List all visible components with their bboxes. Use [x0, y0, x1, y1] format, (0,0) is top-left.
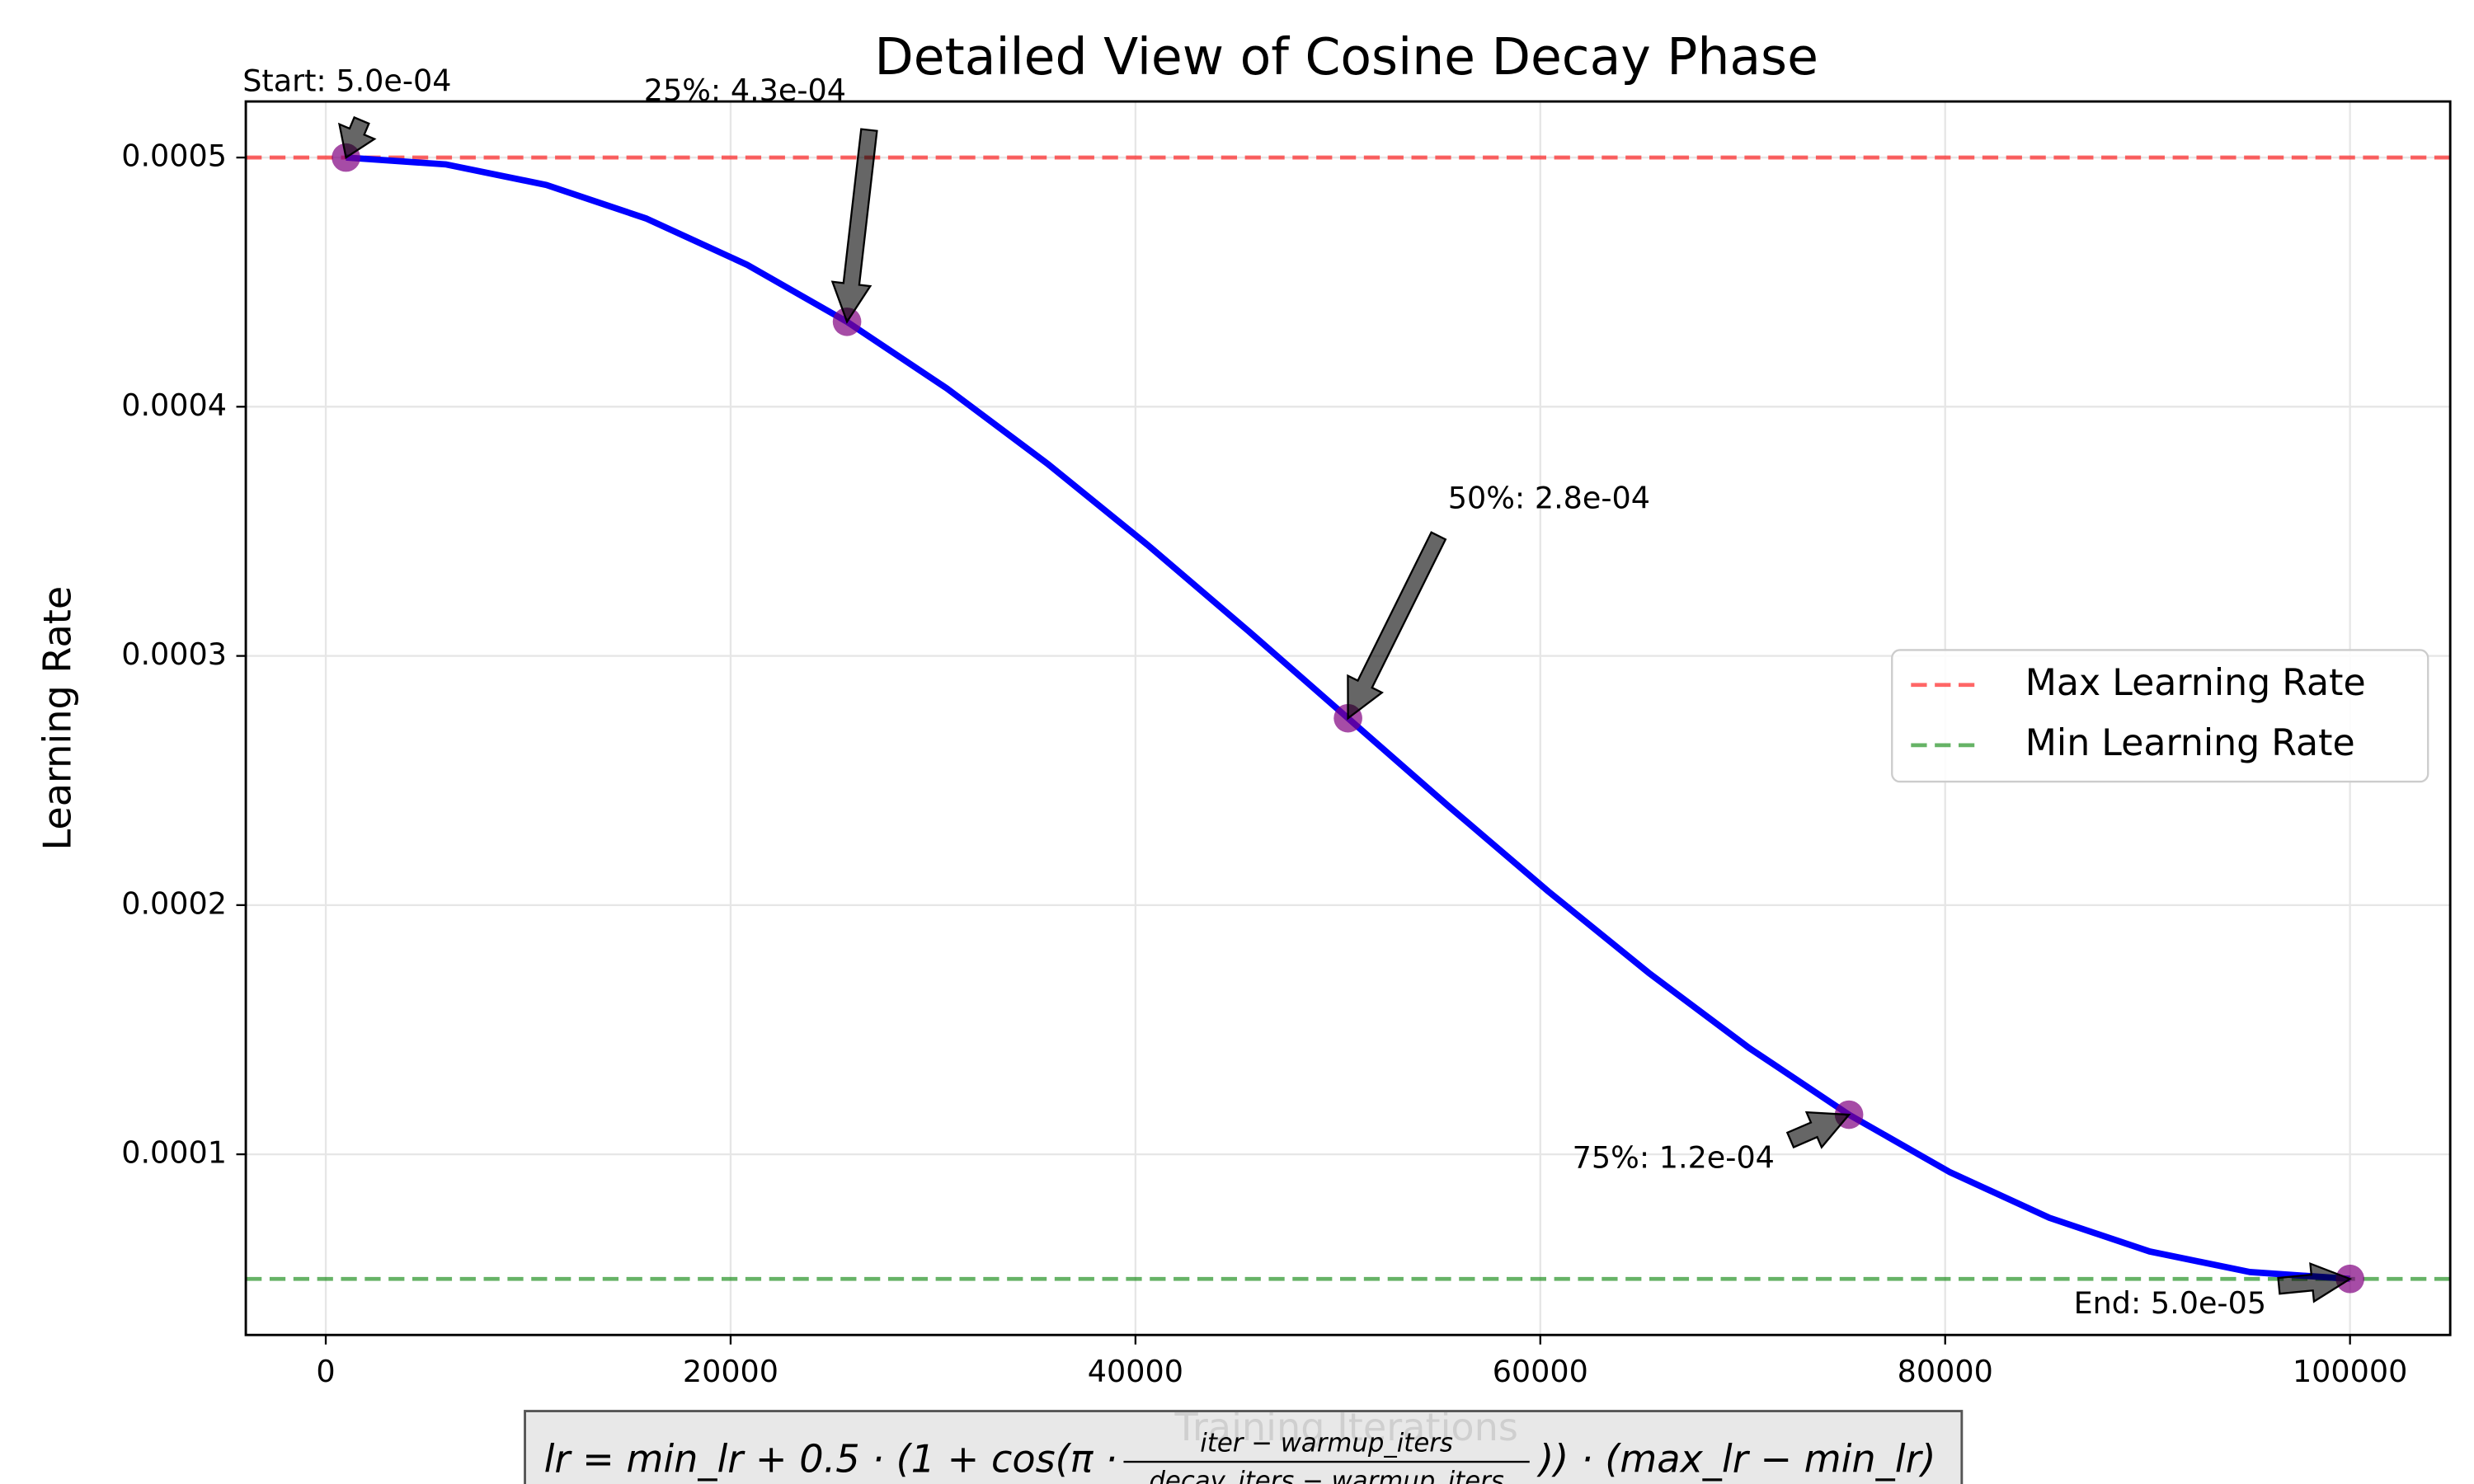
y-axis-label: Learning Rate: [35, 586, 80, 851]
chart-title: Detailed View of Cosine Decay Phase: [874, 27, 1818, 87]
annotation-arrow: [337, 115, 377, 159]
formula-denominator: decay_iters − warmup_iters: [1149, 1467, 1503, 1484]
x-tick-label: 40000: [1088, 1354, 1183, 1389]
y-tick-label: 0.0003: [121, 636, 227, 672]
y-tick-label: 0.0001: [121, 1135, 227, 1171]
y-tick-label: 0.0002: [121, 885, 227, 921]
annotation: Start: 5.0e-04: [242, 63, 451, 99]
annotation-arrow: [1347, 531, 1447, 721]
y-tick-label: 0.0005: [121, 139, 227, 174]
annotation-arrow: [830, 128, 878, 324]
formula-numerator: iter − warmup_iters: [1200, 1428, 1453, 1458]
x-tick-label: 60000: [1493, 1354, 1588, 1389]
annotation: 75%: 1.2e-04: [1573, 1139, 1775, 1175]
x-tick-label: 80000: [1898, 1354, 1993, 1389]
x-tick-label: 0: [316, 1354, 335, 1389]
legend-label: Max Learning Rate: [2025, 662, 2366, 704]
annotation: End: 5.0e-05: [2074, 1285, 2266, 1321]
formula-box: [524, 1410, 1964, 1484]
annotation: 50%: 2.8e-04: [1448, 480, 1650, 515]
x-tick-label: 100000: [2293, 1354, 2407, 1389]
annotation-arrow: [2277, 1261, 2353, 1303]
annotation: 25%: 4.3e-04: [644, 73, 846, 108]
x-tick-label: 20000: [683, 1354, 778, 1389]
formula-right: )) · (max_lr − min_lr): [1536, 1437, 1935, 1482]
legend-box: [1891, 649, 2429, 783]
formula-left: lr = min_lr + 0.5 · (1 + cos(π ·: [544, 1437, 1117, 1482]
y-tick-label: 0.0004: [121, 387, 227, 423]
legend-label: Min Learning Rate: [2025, 722, 2355, 764]
plot-frame: [244, 100, 2452, 1336]
annotation-arrow: [1785, 1111, 1851, 1149]
